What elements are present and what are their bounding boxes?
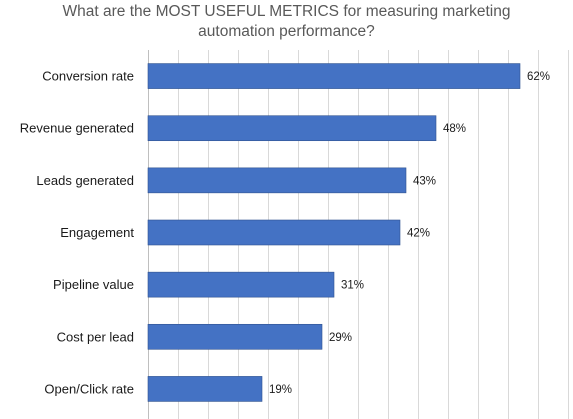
data-label: 31% — [341, 280, 364, 292]
data-label: 43% — [413, 175, 436, 187]
data-label: 48% — [443, 123, 466, 135]
bar — [147, 323, 323, 350]
category-label: Conversion rate — [42, 69, 134, 84]
bar — [147, 271, 335, 298]
labels: Conversion rate 62% Revenue generated 48% Le… — [20, 69, 550, 397]
category-label: Open/Click rate — [44, 381, 134, 396]
chart-title: What are the MOST USEFUL METRICS for mea… — [0, 2, 573, 42]
bar — [147, 167, 407, 194]
chart-title-line-2: automation performance? — [198, 23, 375, 40]
bar — [147, 115, 437, 142]
bar — [147, 63, 521, 89]
bars — [147, 63, 521, 402]
category-label: Pipeline value — [53, 277, 134, 292]
category-label: Leads generated — [36, 173, 134, 188]
bar — [147, 376, 263, 402]
chart-title-line-1: What are the MOST USEFUL METRICS for mea… — [62, 3, 511, 20]
data-label: 62% — [527, 71, 550, 83]
category-label: Engagement — [60, 225, 134, 240]
category-label: Revenue generated — [20, 121, 134, 136]
data-label: 19% — [269, 384, 292, 396]
data-label: 29% — [329, 332, 352, 344]
data-label: 42% — [407, 228, 430, 240]
bar — [147, 219, 401, 246]
category-label: Cost per lead — [57, 329, 134, 344]
gridlines — [148, 50, 569, 419]
